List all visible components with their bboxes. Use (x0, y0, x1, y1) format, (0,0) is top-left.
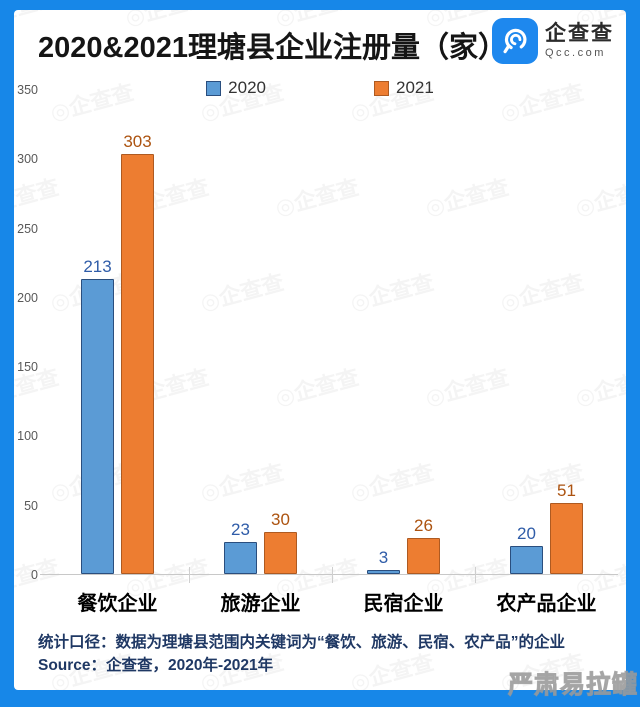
bar-group-农产品企业: 20 51 (475, 89, 618, 574)
bar-2020-农产品企业 (510, 546, 543, 574)
data-label-2021: 51 (557, 481, 576, 501)
qcc-logo-text: 企查查 Qcc.com (545, 23, 614, 59)
bar-wrap: 3 (367, 547, 400, 574)
qcc-logo: 企查查 Qcc.com (492, 18, 614, 64)
x-axis-line (40, 574, 618, 575)
bar-wrap: 20 (510, 525, 543, 574)
data-label-2021: 303 (123, 132, 152, 152)
y-axis-tick-label: 200 (17, 290, 38, 305)
y-axis-tick-label: 50 (24, 498, 38, 513)
data-label-2020: 3 (378, 547, 389, 567)
footer-notes: 统计口径：数据为理塘县范围内关键词为“餐饮、旅游、民宿、农产品”的企业 Sour… (38, 631, 610, 677)
bar-wrap: 23 (224, 521, 257, 574)
bar-2020-餐饮企业 (81, 278, 114, 574)
legend-swatch-2020 (206, 80, 222, 96)
legend: 2020 2021 (14, 76, 626, 100)
bar-wrap: 51 (550, 482, 583, 574)
bar-wrap: 213 (81, 256, 114, 574)
bar-wrap: 26 (407, 515, 440, 574)
chart-title: 2020&2021理塘县企业注册量（家） (38, 32, 507, 64)
data-label-2020: 213 (83, 256, 112, 276)
category-label-旅游企业: 旅游企业 (220, 593, 301, 615)
legend-label-2020: 2020 (228, 78, 266, 97)
chart-card: ◎企查查 ◎企查查 ◎企查查 ◎企查查 ◎企查查 ◎企查查 ◎企查查 ◎企查查 ◎企查查 ◎企查查… (14, 10, 626, 690)
bottom-right-watermark: 严肃易拉罐 (507, 671, 638, 700)
bar-2020-旅游企业 (224, 542, 257, 574)
x-axis-tick (189, 567, 190, 583)
data-label-2021: 26 (414, 515, 433, 535)
category-label-餐饮企业: 餐饮企业 (77, 593, 158, 615)
legend-item-2021: 2021 (374, 78, 434, 98)
y-axis-tick-label: 0 (31, 568, 38, 582)
data-label-2020: 23 (231, 520, 250, 540)
footer-scope-line: 统计口径：数据为理塘县范围内关键词为“餐饮、旅游、民宿、农产品”的企业 (38, 634, 566, 651)
footer-source-line: Source：企查查，2020年-2021年 (38, 657, 274, 674)
x-axis-tick (332, 567, 333, 583)
category-label-民宿企业: 民宿企业 (363, 593, 444, 615)
legend-label-2021: 2021 (396, 78, 434, 97)
y-axis-tick-label: 300 (17, 152, 38, 167)
legend-item-2020: 2020 (206, 78, 266, 98)
y-axis-tick-label: 150 (17, 360, 38, 375)
qcc-logo-icon (492, 18, 538, 64)
category-label-农产品企业: 农产品企业 (496, 593, 597, 615)
header: 2020&2021理塘县企业注册量（家） 企查查 Qcc.com (14, 10, 626, 74)
y-axis-tick-label: 100 (17, 429, 38, 444)
bar-group-餐饮企业: 213 303 (46, 89, 189, 574)
bar-group-旅游企业: 23 30 (189, 89, 332, 574)
bar-2021-农产品企业 (550, 503, 583, 574)
bar-2021-旅游企业 (264, 532, 297, 574)
bar-wrap: 30 (264, 511, 297, 574)
bar-chart-plot-area: 0 50 100 150 200 250 300 350 213 303 餐饮企业 23 30 旅游企业 3… (17, 83, 618, 615)
y-axis-tick-label: 350 (17, 83, 38, 97)
bar-group-民宿企业: 3 26 (332, 89, 475, 574)
legend-swatch-2021 (374, 80, 389, 96)
y-axis-tick-label: 250 (17, 221, 38, 236)
x-axis-tick (475, 567, 476, 583)
qcc-logo-name: 企查查 (545, 22, 614, 45)
magnifier-at-icon (503, 28, 527, 54)
qcc-logo-domain: Qcc.com (545, 47, 606, 59)
bar-2021-餐饮企业 (121, 154, 154, 574)
bar-wrap: 303 (121, 133, 154, 574)
data-label-2020: 20 (517, 524, 536, 544)
bar-2020-民宿企业 (367, 569, 400, 574)
data-label-2021: 30 (271, 510, 290, 530)
bar-2021-民宿企业 (407, 537, 440, 574)
